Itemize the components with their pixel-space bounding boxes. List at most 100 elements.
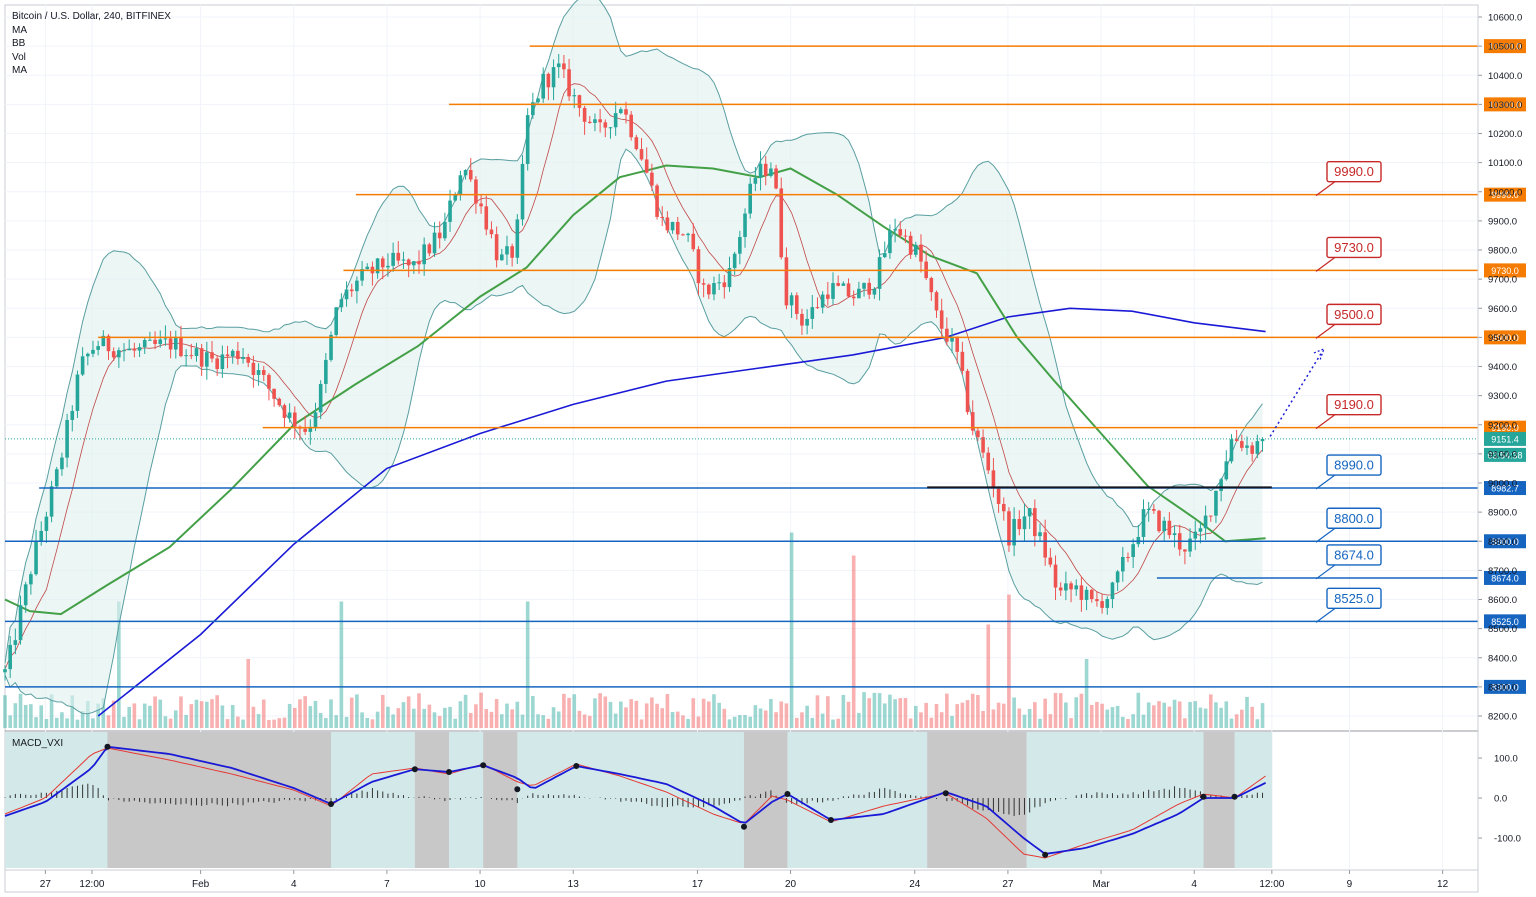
support-callout-label: 8525.0 xyxy=(1334,591,1374,606)
volume-bar xyxy=(370,719,375,728)
macd-zones xyxy=(5,732,1273,868)
candle-body xyxy=(986,452,991,471)
candle-body xyxy=(142,340,147,348)
volume-bar xyxy=(929,717,934,728)
indicator-ma-2[interactable]: MA xyxy=(12,65,27,76)
candle-body xyxy=(1038,532,1042,537)
volume-bar xyxy=(474,704,478,728)
volume-bar xyxy=(908,718,913,728)
candle-body xyxy=(75,374,80,411)
candle-body xyxy=(251,362,256,375)
price-axis-label: 8600.0 xyxy=(1488,595,1517,606)
candle-body xyxy=(1141,509,1146,537)
candle-body xyxy=(44,516,49,531)
candle-body xyxy=(572,95,577,97)
macd-axis-label: 100.0 xyxy=(1494,754,1518,765)
support-price-tag xyxy=(1484,481,1526,496)
volume-bar xyxy=(489,711,494,728)
candle-body xyxy=(919,244,923,262)
volume-bar xyxy=(520,714,525,728)
volume-bar xyxy=(101,698,106,728)
bb-fill xyxy=(5,0,1263,714)
volume-bar xyxy=(1038,718,1042,728)
volume-bar xyxy=(1048,714,1053,728)
candle-body xyxy=(1001,503,1006,512)
volume-bar xyxy=(298,699,302,728)
volume-bar xyxy=(779,701,784,728)
candle-body xyxy=(598,119,602,123)
candle-body xyxy=(738,237,742,254)
volume-bar xyxy=(629,699,633,728)
macd-pane-title[interactable]: MACD_VXI xyxy=(12,738,64,749)
projection-arrow xyxy=(1269,351,1323,437)
candle-body xyxy=(1157,510,1161,532)
candle-body xyxy=(246,356,251,363)
time-axis-label: 4 xyxy=(291,879,297,890)
support-price-tag xyxy=(1484,570,1526,585)
volume-bar xyxy=(805,705,809,728)
volume-bar xyxy=(267,719,271,728)
resistance-price-label: 9190.0 xyxy=(1491,423,1519,433)
candle-body xyxy=(70,410,75,420)
resistance-price-tag xyxy=(1484,97,1526,112)
price-axis-label: 9500.0 xyxy=(1488,333,1517,344)
candle-body xyxy=(893,229,897,231)
candle-body xyxy=(127,348,131,351)
volume-bar xyxy=(660,708,665,728)
candle-body xyxy=(179,338,183,357)
candle-body xyxy=(1229,439,1234,462)
indicator-vol[interactable]: Vol xyxy=(12,51,26,63)
support-callout-label: 8674.0 xyxy=(1334,547,1374,562)
volume-bar xyxy=(1141,714,1146,728)
volume-bar xyxy=(251,706,256,728)
volume-bar xyxy=(976,694,980,728)
volume-bar xyxy=(882,703,887,728)
volume-bar xyxy=(867,698,872,728)
volume-bar xyxy=(1089,704,1094,728)
candle-body xyxy=(717,282,721,284)
price-axis-label: 9800.0 xyxy=(1488,246,1517,257)
indicator-bb[interactable]: BB xyxy=(12,38,26,49)
volume-bar xyxy=(1214,702,1218,728)
candle-body xyxy=(39,530,44,541)
volume-bar xyxy=(1245,696,1249,728)
volume-bar xyxy=(163,716,168,728)
volume-bar xyxy=(1188,701,1192,728)
candle-body xyxy=(1198,528,1203,532)
candle-body xyxy=(463,170,468,176)
volume-bar xyxy=(1084,659,1089,728)
volume-bar xyxy=(1074,697,1079,728)
price-axis-label: 8700.0 xyxy=(1488,566,1517,577)
volume-bar xyxy=(111,700,116,728)
candle-body xyxy=(872,288,877,295)
volume-bar xyxy=(1012,697,1016,728)
volume-bar xyxy=(500,714,504,728)
volume-bar xyxy=(556,711,561,728)
volume-bar xyxy=(727,719,732,728)
candle-body xyxy=(432,232,437,254)
candle-body xyxy=(820,294,825,308)
candle-body xyxy=(577,95,582,108)
macd-cross-dot xyxy=(573,763,580,769)
candle-body xyxy=(981,437,985,453)
volume-bar xyxy=(743,715,747,728)
macd-bear-zone xyxy=(927,732,1027,868)
candle-body xyxy=(334,307,338,335)
volume-bar xyxy=(199,701,204,728)
volume-bar xyxy=(846,701,851,728)
candle-body xyxy=(1250,445,1254,454)
candle-body xyxy=(898,229,903,236)
volume-bar xyxy=(1208,694,1213,728)
indicator-ma[interactable]: MA xyxy=(12,24,27,36)
candle-body xyxy=(1219,479,1223,491)
candle-body xyxy=(117,350,121,358)
candle-body xyxy=(194,348,199,357)
candle-body xyxy=(862,282,866,289)
volume-bar xyxy=(220,705,225,728)
candle-body xyxy=(1033,508,1037,537)
support-price-label: 8982.7 xyxy=(1491,484,1519,494)
candle-body xyxy=(132,348,137,351)
candle-body xyxy=(769,168,773,176)
candle-body xyxy=(743,213,747,238)
